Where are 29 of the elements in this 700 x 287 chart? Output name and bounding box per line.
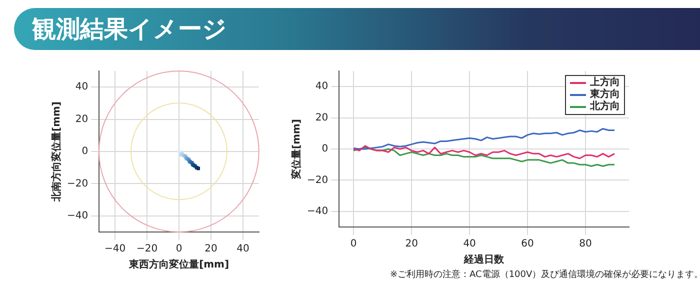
x-tick-label: 20	[405, 238, 418, 250]
x-axis-title: 東西方向変位量[mm]	[128, 258, 230, 271]
y-axis-title: 変位量[mm]	[290, 119, 303, 180]
chart-title: 観測結果イメージ	[32, 14, 227, 45]
legend-label: 東方向	[590, 89, 620, 100]
y-tick-label: −40	[306, 206, 328, 217]
legend-label: 北方向	[590, 101, 620, 113]
y-tick-label: 0	[322, 144, 328, 155]
x-tick-label: 20	[204, 244, 218, 255]
y-axis-title: 北南方向変位量[mm]	[50, 102, 63, 202]
x-tick-label: 60	[521, 238, 534, 250]
x-tick-label: 40	[236, 244, 250, 255]
y-tick-label: −20	[306, 174, 328, 186]
legend-label: 上方向	[590, 77, 620, 88]
y-tick-label: −20	[66, 178, 88, 190]
text: ※ご利用時の注意：AC電源（100V）及び通信環境の確保が必要になります。	[390, 268, 700, 281]
x-tick-label: −20	[136, 244, 158, 255]
y-tick-label: 40	[75, 82, 88, 93]
y-tick-label: 20	[75, 114, 88, 125]
x-tick-label: 80	[579, 238, 592, 250]
x-tick-label: 0	[350, 238, 357, 250]
y-tick-label: 20	[315, 112, 328, 124]
x-tick-label: 40	[463, 238, 476, 250]
x-tick-label: −40	[104, 244, 126, 255]
x-axis-title: 経過日数	[463, 254, 506, 266]
y-tick-label: 0	[82, 146, 88, 158]
y-tick-label: 40	[315, 81, 328, 92]
y-tick-label: −40	[66, 210, 88, 222]
x-tick-label: 0	[176, 244, 182, 255]
